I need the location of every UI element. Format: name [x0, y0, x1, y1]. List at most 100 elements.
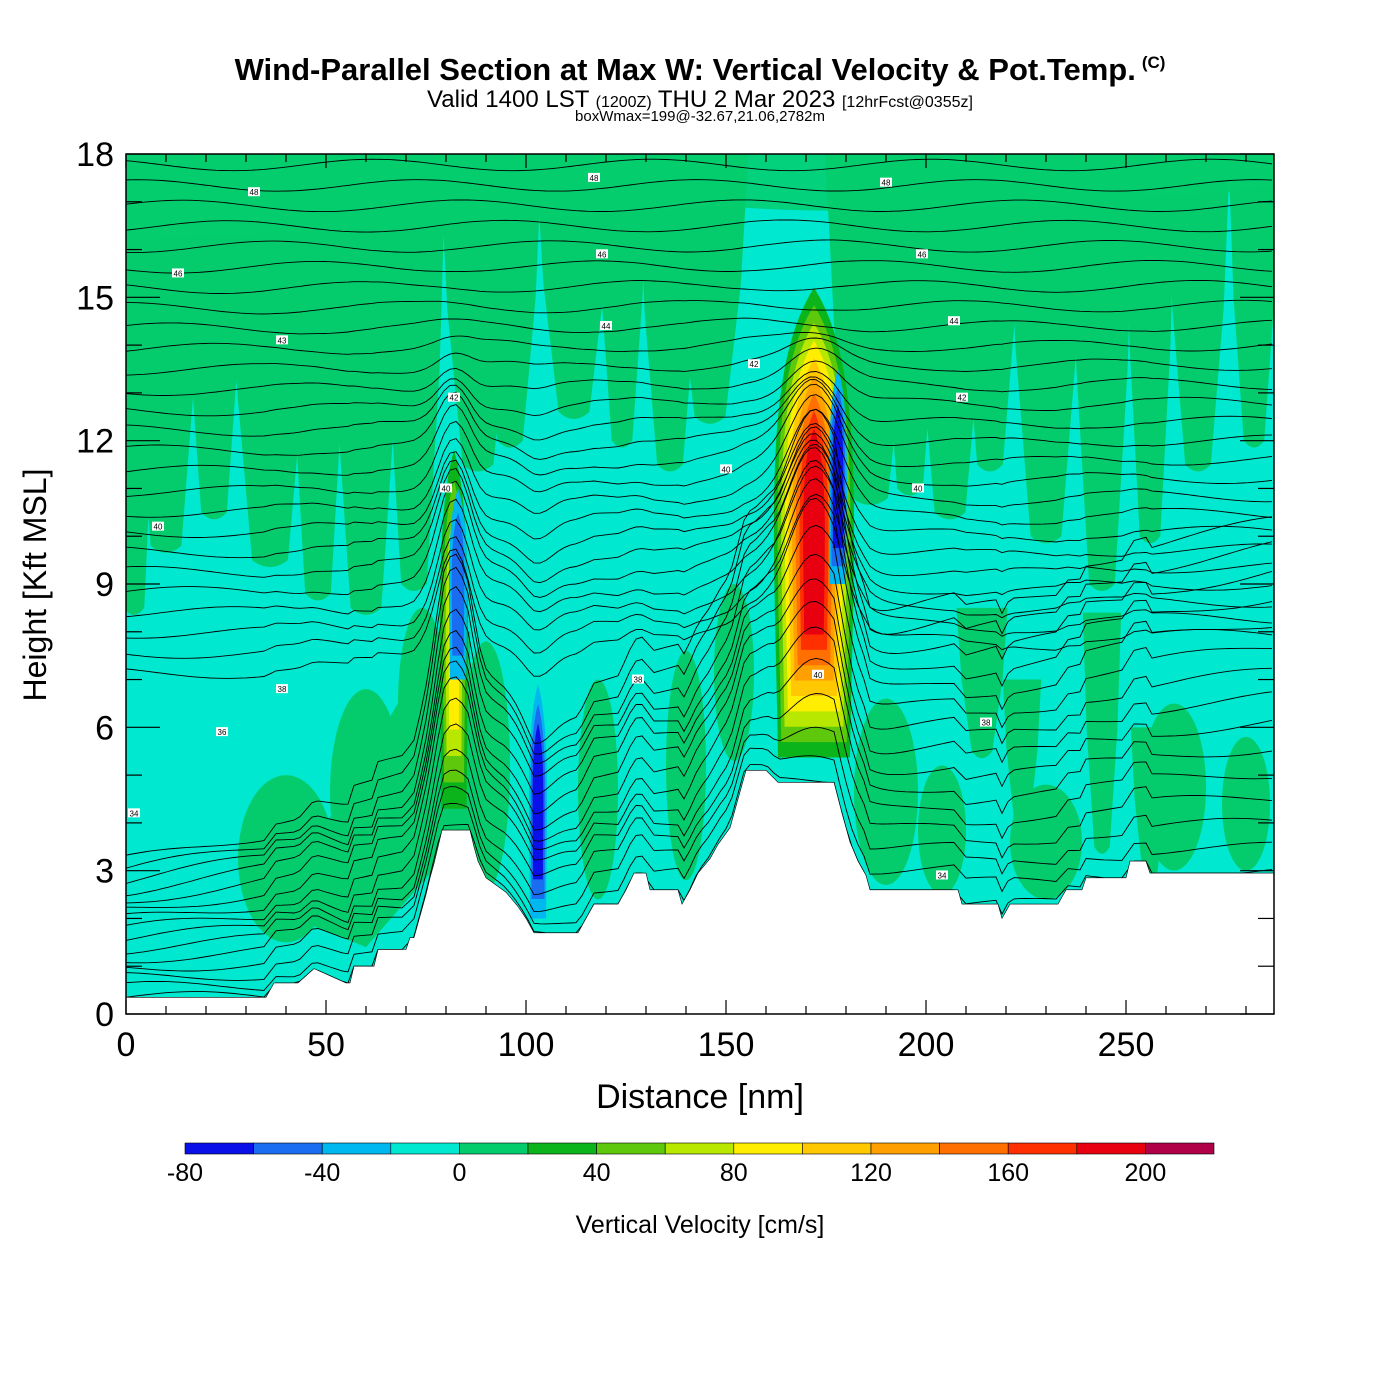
y-tick-label: 6 [95, 709, 114, 747]
colorbar-swatch [527, 1142, 597, 1155]
theta-label: 44 [602, 322, 611, 331]
weak-updraft-streak [958, 154, 1022, 472]
y-tick-label: 18 [76, 136, 114, 174]
theta-contour-line [126, 376, 1273, 460]
low-level-updraft [714, 584, 754, 761]
boxwmax-line: boxWmax=199@-32.67,21.06,2782m [575, 108, 825, 125]
theta-label: 48 [882, 179, 891, 188]
theta-label-backdrop [448, 392, 460, 402]
theta-label-backdrop [936, 870, 948, 880]
colorbar-swatch [459, 1142, 529, 1155]
weak-updraft-streak [956, 607, 1008, 759]
theta-label-backdrop [248, 187, 260, 197]
theta-contour-line [126, 299, 1273, 315]
colorbar-tick-label: 40 [583, 1159, 611, 1187]
low-level-updraft [1222, 736, 1270, 871]
colorbar-swatch [802, 1142, 872, 1155]
theta-contour-line [126, 158, 1273, 172]
weak-updraft-streak [478, 154, 542, 448]
theta-label-backdrop [600, 321, 612, 330]
plot-area: 48 48 48 46 46 46 44 44 43 42 42 42 40 40 40 40 40 38 38 38… [126, 139, 1274, 1014]
theta-label: 40 [814, 671, 823, 680]
upper-green-band [126, 154, 1274, 240]
weak-updraft-streak [671, 154, 749, 424]
weak-updraft-streak [1070, 154, 1134, 591]
theta-contour-line [126, 239, 1273, 254]
theta-contour-line [126, 459, 1273, 639]
copyright-mark: (C) [1141, 53, 1166, 72]
theta-contour-line [126, 439, 1273, 598]
x-tick-label: 0 [117, 1026, 136, 1064]
theta-label-backdrop [276, 335, 288, 345]
theta-label: 44 [950, 317, 959, 326]
theta-contour-line [126, 693, 1273, 972]
theta-contour-line [126, 601, 1273, 941]
theta-contour-line [126, 493, 1273, 904]
colorbar-tick-label: -40 [304, 1159, 340, 1187]
y-axis-label: Height [Kft MSL] [17, 469, 53, 702]
downdraft-core-level [451, 512, 465, 656]
theta-label: 40 [914, 484, 923, 493]
slope-updraft [270, 631, 470, 948]
theta-label: 42 [750, 360, 759, 369]
theta-label-backdrop [216, 727, 228, 737]
theta-contour-line [126, 478, 1273, 659]
y-tick-label: 9 [95, 566, 114, 604]
theta-contour-line [126, 317, 1273, 335]
theta-contour-line [126, 139, 1272, 151]
theta-label-backdrop [588, 172, 600, 182]
theta-label: 43 [278, 336, 287, 345]
colorbar-swatch [184, 1142, 254, 1155]
theta-contour-line [126, 626, 1273, 955]
valid-date: THU 2 Mar 2023 [657, 86, 836, 113]
theta-label: 40 [442, 484, 451, 493]
terrain-mask [126, 770, 1274, 1014]
weak-updraft-streak [1007, 154, 1085, 544]
theta-contour-line [126, 394, 1273, 518]
colorbar-tick-label: 200 [1125, 1159, 1167, 1187]
chart-subtitle: Valid 1400 LST (1200Z) THU 2 Mar 2023 [1… [0, 86, 1400, 114]
theta-label: 40 [154, 523, 163, 532]
x-tick-label: 50 [307, 1026, 345, 1064]
theta-contour-line [126, 280, 1273, 294]
theta-label: 46 [918, 250, 927, 259]
y-tick-label: 3 [95, 853, 114, 891]
theta-contour-line [126, 360, 1273, 417]
theta-contour-line [126, 524, 1273, 908]
theta-contour-line [126, 379, 1273, 476]
theta-label: 34 [130, 809, 139, 818]
theta-label-backdrop [276, 684, 288, 694]
theta-label-backdrop [172, 268, 184, 278]
colorbar-swatch [1076, 1142, 1146, 1155]
chart-title: Wind-Parallel Section at Max W: Vertical… [234, 52, 1166, 87]
theta-contour-line [126, 465, 1273, 897]
colorbar-swatch [1145, 1142, 1215, 1155]
x-tick-label: 100 [498, 1026, 555, 1064]
theta-contour-line [126, 443, 1273, 884]
colorbar-swatch [1007, 1142, 1078, 1155]
colorbar-swatch [390, 1142, 460, 1155]
theta-label: 46 [174, 269, 183, 278]
colorbar-tick-label: 0 [452, 1159, 466, 1187]
low-level-updraft [1142, 703, 1206, 871]
theta-contour-line [126, 337, 1273, 376]
theta-contour-line [126, 497, 1273, 679]
theta-contour-line [126, 179, 1273, 192]
x-tick-label: 250 [1098, 1026, 1155, 1064]
theta-label: 38 [278, 685, 287, 694]
low-level-updraft [1010, 784, 1082, 900]
theta-label-backdrop [956, 392, 968, 402]
theta-contour-line [126, 433, 1273, 584]
theta-label: 40 [722, 465, 731, 474]
theta-contour-line [126, 347, 1273, 396]
x-tick-labels: 0 50 100 150 200 250 [117, 1026, 1155, 1064]
valid-utc: (1200Z) [595, 94, 652, 111]
theta-label: 38 [634, 676, 643, 685]
colorbar-tick-labels: -80 -40 0 40 80 120 160 200 [167, 1159, 1166, 1187]
theta-contour-line [126, 553, 1273, 915]
y-tick-labels: 0 3 6 9 12 15 18 [76, 136, 114, 1034]
theta-label-backdrop [812, 669, 824, 679]
y-tick-label: 12 [76, 423, 114, 461]
theta-label-backdrop [980, 717, 992, 727]
